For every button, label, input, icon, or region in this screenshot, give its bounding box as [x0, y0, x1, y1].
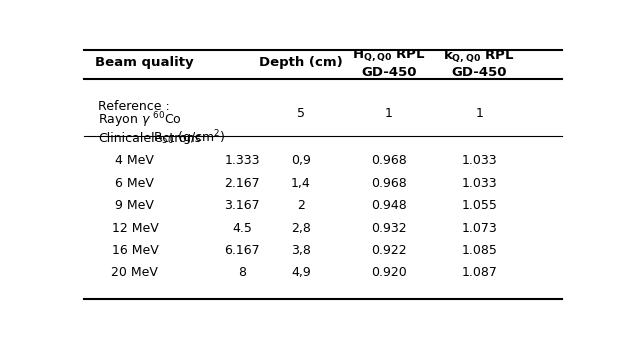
Text: 1.033: 1.033	[461, 177, 497, 190]
Text: 0.920: 0.920	[371, 266, 406, 279]
Text: Beam quality: Beam quality	[95, 56, 194, 69]
Text: $\mathbf{k_{Q,Q0}}$ RPL: $\mathbf{k_{Q,Q0}}$ RPL	[444, 47, 515, 64]
Text: 1.073: 1.073	[461, 222, 497, 235]
Text: 6 MeV: 6 MeV	[115, 177, 154, 190]
Text: 12 MeV: 12 MeV	[112, 222, 158, 235]
Text: $\mathbf{H_{Q,Q0}}$ RPL: $\mathbf{H_{Q,Q0}}$ RPL	[352, 48, 426, 63]
Text: 2,8: 2,8	[291, 222, 311, 235]
Text: 1.087: 1.087	[461, 266, 497, 279]
Text: 5: 5	[297, 107, 305, 120]
Text: 0.922: 0.922	[371, 244, 406, 257]
Text: 20 MeV: 20 MeV	[112, 266, 158, 279]
Text: 1.333: 1.333	[224, 154, 260, 167]
Text: R$_{50}$ (g/cm$^2$): R$_{50}$ (g/cm$^2$)	[152, 129, 225, 148]
Text: 0.968: 0.968	[371, 154, 406, 167]
Text: GD-450: GD-450	[451, 66, 507, 79]
Text: 0.948: 0.948	[371, 199, 406, 212]
Text: Clinicalelectrons: Clinicalelectrons	[98, 132, 202, 145]
Text: 1.055: 1.055	[461, 199, 497, 212]
Text: 8: 8	[238, 266, 246, 279]
Text: 3,8: 3,8	[291, 244, 311, 257]
Text: 1: 1	[475, 107, 483, 120]
Text: GD-450: GD-450	[361, 66, 416, 79]
Text: 0,9: 0,9	[291, 154, 311, 167]
Text: 16 MeV: 16 MeV	[112, 244, 158, 257]
Text: 4 MeV: 4 MeV	[115, 154, 154, 167]
Text: 1.085: 1.085	[461, 244, 497, 257]
Text: 2: 2	[297, 199, 305, 212]
Text: 3.167: 3.167	[224, 199, 260, 212]
Text: 1.033: 1.033	[461, 154, 497, 167]
Text: 1: 1	[385, 107, 392, 120]
Text: Depth (cm): Depth (cm)	[259, 56, 343, 69]
Text: Reference :: Reference :	[98, 100, 170, 114]
Text: 9 MeV: 9 MeV	[115, 199, 154, 212]
Text: 6.167: 6.167	[224, 244, 260, 257]
Text: 1,4: 1,4	[291, 177, 311, 190]
Text: 0.932: 0.932	[371, 222, 406, 235]
Text: 2.167: 2.167	[224, 177, 260, 190]
Text: 0.968: 0.968	[371, 177, 406, 190]
Text: 4,9: 4,9	[291, 266, 311, 279]
Text: 4.5: 4.5	[232, 222, 252, 235]
Text: Rayon $\gamma$ $^{60}$Co: Rayon $\gamma$ $^{60}$Co	[98, 110, 182, 130]
